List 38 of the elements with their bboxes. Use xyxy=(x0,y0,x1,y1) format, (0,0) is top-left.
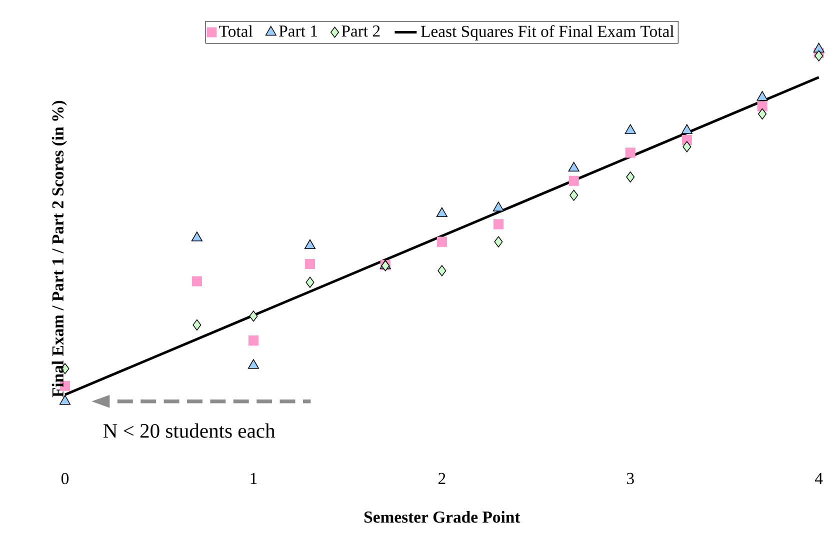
y-axis-title: Final Exam / Part 1 / Part 2 Scores (in %) xyxy=(52,101,67,398)
point xyxy=(492,202,504,212)
x-axis-title: Semester Grade Point xyxy=(364,511,520,523)
point xyxy=(568,176,579,186)
point xyxy=(249,310,258,322)
point xyxy=(682,141,692,152)
x-tick-label: 3 xyxy=(627,472,634,484)
point xyxy=(625,148,636,158)
x-tick-label: 0 xyxy=(61,472,69,484)
legend-label: Least Squares Fit of Final Exam Total xyxy=(421,25,674,40)
point xyxy=(436,236,447,247)
point xyxy=(568,162,580,172)
point xyxy=(438,265,446,276)
point xyxy=(494,236,503,248)
point xyxy=(758,108,767,120)
point xyxy=(436,207,448,218)
point xyxy=(570,190,578,201)
point xyxy=(493,219,504,230)
text: N < 20 students each xyxy=(103,423,276,438)
point xyxy=(248,335,258,346)
point xyxy=(248,359,259,369)
point xyxy=(191,232,202,242)
point xyxy=(306,276,314,288)
point xyxy=(626,172,635,183)
point xyxy=(304,259,316,270)
point xyxy=(304,239,316,250)
legend-label: Total xyxy=(219,25,253,38)
legend-label: Part 1 xyxy=(279,26,318,37)
point xyxy=(192,319,202,331)
point xyxy=(757,101,768,112)
point xyxy=(681,124,692,134)
legend-label: Part 2 xyxy=(342,26,380,37)
x-tick-label: 2 xyxy=(438,472,446,484)
point xyxy=(756,91,768,101)
x-tick-label: 4 xyxy=(814,472,823,484)
point xyxy=(624,124,636,134)
x-tick-label: 1 xyxy=(250,472,257,484)
point xyxy=(192,276,202,286)
